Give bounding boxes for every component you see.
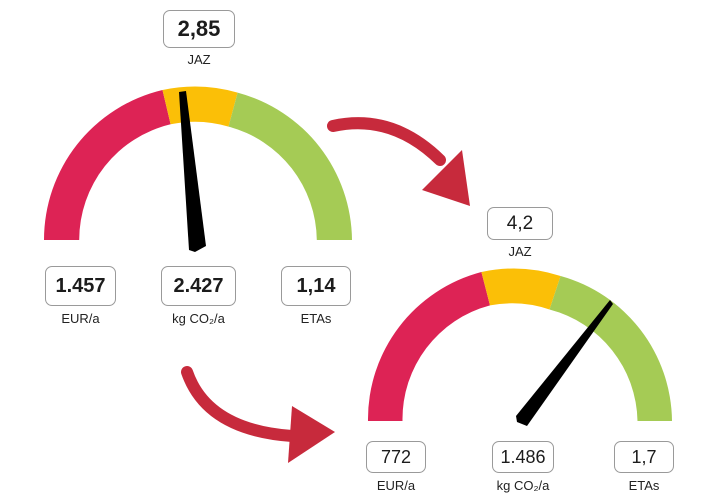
- before-co2-unit: kg CO₂/a: [172, 311, 225, 326]
- before-etas-value: 1,14: [296, 274, 336, 297]
- before-cost-box: 1.457: [45, 266, 116, 306]
- gauge-before-red-segment: [43, 90, 171, 240]
- after-cost-box: 772: [366, 441, 426, 473]
- arrow-right: [327, 117, 470, 206]
- after-cost-value: 772: [380, 446, 412, 467]
- arrow-down-shaft: [181, 366, 298, 442]
- after-etas-unit: ETAs: [628, 478, 660, 493]
- after-cost-unit: EUR/a: [376, 478, 416, 493]
- after-score-box: 4,2: [487, 207, 553, 240]
- after-score-value: 4,2: [506, 212, 534, 234]
- after-co2-value: 1.486: [500, 446, 546, 467]
- after-co2-box: 1.486: [492, 441, 554, 473]
- before-score-box: 2,85: [163, 10, 235, 48]
- arrow-down-head: [288, 406, 335, 463]
- before-etas-unit: ETAs: [300, 311, 332, 326]
- gauge-before: [43, 86, 352, 252]
- before-score-label: JAZ: [187, 52, 211, 67]
- gauge-after-yellow-segment: [481, 268, 561, 310]
- after-etas-value: 1,7: [631, 446, 657, 467]
- gauge-after-red-segment: [367, 272, 490, 421]
- after-etas-box: 1,7: [614, 441, 674, 473]
- gauge-after-green-segment: [549, 276, 672, 421]
- gauge-after: [367, 268, 672, 426]
- before-co2-box: 2.427: [161, 266, 236, 306]
- gauge-before-needle: [179, 91, 206, 252]
- gauge-before-green-segment: [228, 92, 352, 240]
- arrow-right-shaft: [327, 117, 446, 166]
- gauge-after-needle: [516, 300, 613, 426]
- before-co2-value: 2.427: [173, 274, 224, 297]
- arrow-right-head: [422, 150, 470, 206]
- before-etas-box: 1,14: [281, 266, 351, 306]
- after-score-label: JAZ: [508, 244, 532, 259]
- before-score-value: 2,85: [177, 16, 221, 41]
- gauge-before-yellow-segment: [162, 86, 238, 127]
- after-co2-unit: kg CO₂/a: [496, 478, 550, 493]
- before-cost-value: 1.457: [55, 274, 106, 297]
- before-cost-unit: EUR/a: [61, 311, 100, 326]
- arrow-down: [181, 366, 335, 463]
